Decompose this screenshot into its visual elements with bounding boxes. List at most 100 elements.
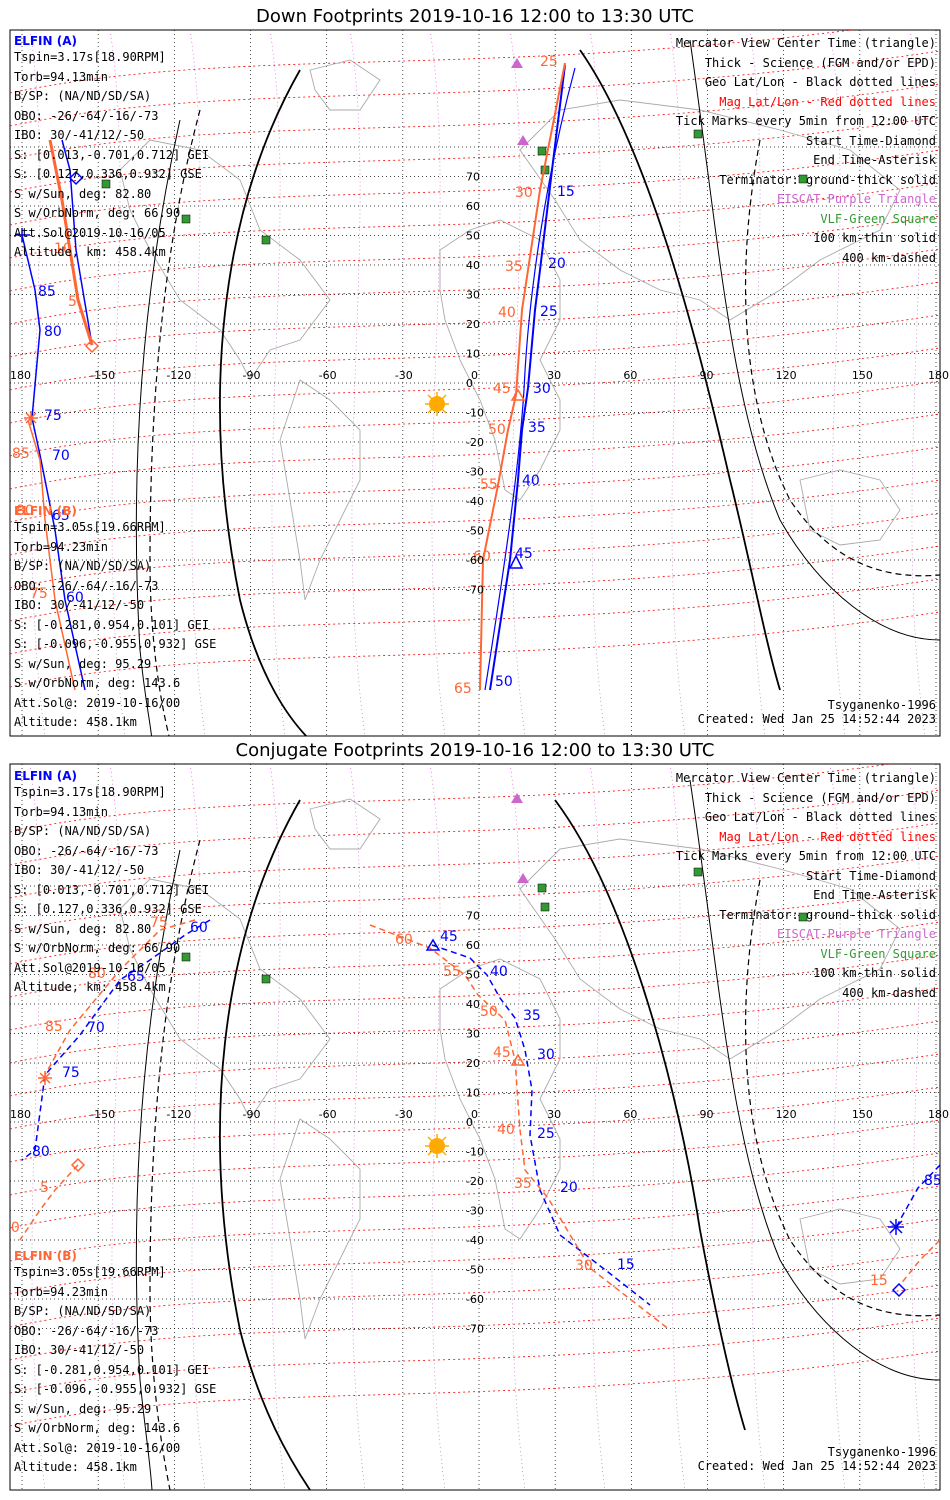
conjugate-elfin-a-info-line: Tspin=3.17s[18.90RPM] — [14, 785, 166, 799]
mag-lon-line — [829, 30, 846, 736]
mag-lat-line — [10, 215, 940, 292]
latitude-label: -70 — [466, 584, 484, 597]
elfin-b-tick-label: 5 — [40, 1180, 49, 1196]
mag-lat-line — [10, 1218, 940, 1295]
conjugate-elfin-b-track-west — [44, 919, 196, 1076]
longitude-label: 0 — [471, 1108, 478, 1121]
conjugate-footer: Tsyganenko-1996 Created: Wed Jan 25 14:5… — [698, 1445, 936, 1473]
longitude-label: -30 — [395, 369, 413, 382]
mag-lat-line — [10, 281, 940, 358]
elfin-b-tick-label: 40 — [497, 1122, 515, 1138]
conjugate-elfin-b-name: ELFIN (B) — [14, 1249, 77, 1263]
down-eiscat-triangle — [517, 135, 529, 145]
conjugate-elfin-b-info-line: Torb=94.23min — [14, 1284, 108, 1299]
elfin-a-tick-label: 45 — [515, 546, 533, 562]
down-elfin-b-info-line: S: [-0.096,-0.955,0.932] GSE — [14, 637, 217, 651]
down-mag-grid — [10, 30, 940, 736]
conjugate-legend: Mercator View Center Time (triangle) Thic… — [676, 769, 936, 1003]
coastline — [439, 958, 561, 1240]
latitude-label: 70 — [466, 910, 480, 923]
down-eiscat-triangle — [511, 58, 523, 68]
mag-lat-line — [10, 1152, 940, 1229]
longitude-label: 30 — [547, 369, 561, 382]
latitude-label: 0 — [466, 1116, 473, 1129]
down-elfin-a-info: ELFIN (A) Tspin=3.17s[18.90RPM] Torb=94.1… — [14, 34, 209, 263]
conjugate-elfin-b-info-line: Att.Sol@: 2019-10-16/00 — [14, 1440, 181, 1455]
conjugate-legend-item: Thick - Science (FGM and/or EPD) — [704, 790, 936, 805]
elfin-b-tick-label: 75 — [30, 586, 48, 602]
mag-lon-line — [349, 30, 366, 736]
elfin-b-tick-label: 30 — [515, 185, 533, 201]
mag-lat-line — [10, 1317, 940, 1394]
down-geo-grid — [10, 30, 940, 736]
latitude-label: -30 — [466, 466, 484, 479]
down-elfin-a-info-line: B/SP: (NA/ND/SD/SA) — [14, 89, 152, 103]
down-elfin-b-info-line: Altitude: 458.1km — [14, 715, 137, 729]
latitude-label: -10 — [466, 1146, 484, 1159]
elfin-a-tick-label: 80 — [44, 324, 62, 340]
down-legend-item: 400 km-dashed — [842, 250, 936, 265]
elfin-a-tick-label: 35 — [528, 420, 546, 436]
mag-lat-line — [10, 921, 940, 998]
conjugate-elfin-b-info-line: B/SP: (NA/ND/SD/SA) — [14, 1304, 152, 1318]
elfin-a-tick-label: 80 — [32, 1144, 50, 1160]
down-legend-item: 100 km-thin solid — [813, 231, 936, 245]
mag-lat-line — [10, 1185, 940, 1262]
elfin-a-tick-label: 25 — [540, 304, 558, 320]
mag-lon-line — [269, 30, 286, 736]
longitude-label: -150 — [90, 1108, 115, 1121]
elfin-b-tick-label: 50 — [480, 1004, 498, 1020]
longitude-label: 180 — [10, 1108, 31, 1121]
longitude-label: 0 — [471, 369, 478, 382]
conjugate-panel-title: Conjugate Footprints 2019-10-16 12:00 to… — [235, 740, 715, 761]
conjugate-elfin-a-info-line: Altitude, km: 458.4km — [14, 980, 166, 994]
longitude-label: -150 — [90, 369, 115, 382]
elfin-b-tick-label: 45 — [493, 1045, 511, 1061]
elfin-b-tick-label: 35 — [505, 259, 523, 275]
down-legend-item: Geo Lat/Lon - Black dotted lines — [704, 75, 936, 89]
conjugate-elfin-a-info-line: S: [0.013,-0.701,0.712] GEI — [14, 882, 210, 897]
elfin-a-tick-label: 30 — [537, 1047, 555, 1063]
down-elfin-b-info-line: Torb=94.23min — [14, 539, 108, 554]
down-legend: Mercator View Center Time (triangle) Thic… — [676, 34, 936, 268]
elfin-b-tick-label: 45 — [493, 381, 511, 397]
mag-lat-line — [10, 1020, 940, 1097]
down-elfin-b-info-line: B/SP: (NA/ND/SD/SA) — [14, 559, 152, 573]
elfin-b-tick-label: 85 — [12, 446, 30, 462]
latitude-label: -60 — [466, 1293, 484, 1306]
down-legend-item: Terminator: ground-thick solid — [719, 172, 936, 187]
down-footer: Tsyganenko-1996 Created: Wed Jan 25 14:5… — [698, 698, 936, 726]
down-elfin-b-info-line: S w/Sun, deg: 95.29 — [14, 656, 152, 671]
down-elfin-b-info-line: IBO: 30/-41/12/-50 — [14, 598, 145, 612]
conjugate-coastlines — [119, 798, 901, 1340]
down-legend-item: End Time-Asterisk — [813, 153, 936, 167]
down-elfin-a-info-line: IBO: 30/-41/12/-50 — [14, 128, 145, 142]
elfin-a-tick-label: 50 — [495, 674, 513, 690]
conjugate-elfin-a-info-line: B/SP: (NA/ND/SD/SA) — [14, 824, 152, 838]
down-terminator — [135, 39, 940, 736]
conjugate-elfin-a-track-west — [21, 919, 211, 1161]
down-elfin-b-track-west — [48, 139, 94, 346]
coastline — [279, 1118, 361, 1340]
conjugate-legend-item: 100 km-thin solid — [813, 966, 936, 980]
conjugate-eiscat-triangle — [511, 793, 523, 803]
longitude-label: 120 — [776, 369, 797, 382]
longitude-label: 90 — [700, 369, 714, 382]
down-elfin-a-name: ELFIN (A) — [14, 34, 77, 48]
elfin-a-tick-label: 40 — [490, 964, 508, 980]
coastline — [279, 379, 361, 601]
latitude-label: -70 — [466, 1323, 484, 1336]
down-elfin-b-info-line: S: [-0.281,0.954,0.101] GEI — [14, 617, 210, 632]
mag-lat-line — [10, 764, 894, 833]
conjugate-eiscat-triangle — [517, 873, 529, 883]
coastline — [519, 99, 901, 321]
mag-lat-line — [10, 83, 940, 160]
conjugate-geo-grid — [10, 764, 940, 1490]
elfin-b-tick-label: 80 — [88, 966, 106, 982]
elfin-a-tick-label: 70 — [87, 1020, 105, 1036]
conjugate-elfin-a-info-line: IBO: 30/-41/12/-50 — [14, 863, 145, 877]
conjugate-vlf-stations — [181, 867, 808, 984]
latitude-label: -20 — [466, 436, 484, 449]
down-latitude-labels: 70 60 50 40 30 20 10 0 -10 -20 -30 -40 -50 -60 -70 — [466, 171, 484, 597]
conjugate-terminator — [135, 779, 940, 1490]
